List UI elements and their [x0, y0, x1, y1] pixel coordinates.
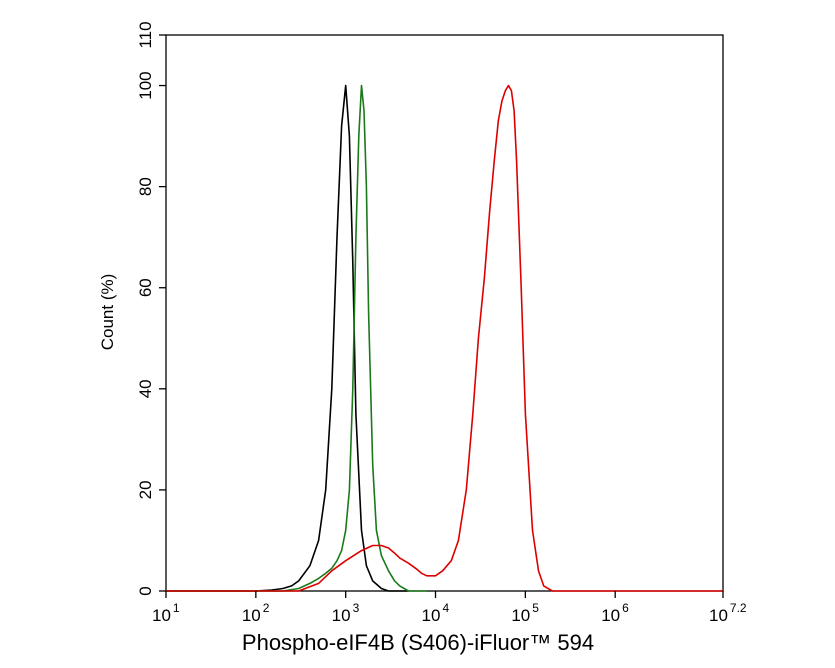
- x-tick-label: 10 2: [242, 601, 270, 625]
- x-tick-exponent: 5: [532, 601, 539, 615]
- x-tick-label: 10 6: [601, 601, 629, 625]
- x-tick-label: 10 5: [511, 601, 539, 625]
- series-line-2: [166, 84, 427, 592]
- y-tick-label: 20: [136, 480, 155, 499]
- series-line-1: [166, 84, 409, 592]
- y-tick-label: 60: [136, 278, 155, 297]
- x-tick-exponent: 1: [173, 601, 180, 615]
- x-tick-base: 10: [601, 606, 620, 625]
- y-tick-label: 110: [136, 21, 155, 48]
- x-tick-label: 10 3: [332, 601, 360, 625]
- x-tick-base: 10: [709, 606, 728, 625]
- x-axis: 10 1 10 2 10 3 10 4 10 5 10 6 10 7.2: [152, 591, 747, 625]
- series-line-3: [166, 84, 723, 592]
- y-axis: 0 20 40 60 80 100 110: [136, 21, 166, 596]
- x-tick-base: 10: [422, 606, 441, 625]
- x-tick-label: 10 7.2: [709, 601, 747, 625]
- x-tick-exponent: 4: [442, 601, 449, 615]
- y-axis-title: Count (%): [98, 274, 117, 351]
- x-tick-exponent: 3: [353, 601, 360, 615]
- x-tick-exponent: 6: [622, 601, 629, 615]
- plot-frame: [165, 34, 724, 592]
- y-tick-label: 100: [136, 71, 155, 99]
- x-tick-base: 10: [152, 606, 171, 625]
- y-tick-label: 40: [136, 379, 155, 398]
- x-tick-exponent: 7.2: [730, 601, 747, 615]
- x-tick-label: 10 1: [152, 601, 180, 625]
- x-axis-title: Phospho-eIF4B (S406)-iFluor™ 594: [242, 630, 594, 655]
- x-tick-base: 10: [511, 606, 530, 625]
- x-tick-base: 10: [242, 606, 261, 625]
- x-tick-exponent: 2: [263, 601, 270, 615]
- series-layer: [166, 84, 723, 592]
- x-tick-base: 10: [332, 606, 351, 625]
- x-tick-label: 10 4: [422, 601, 450, 625]
- y-tick-label: 80: [136, 177, 155, 196]
- y-tick-label: 0: [136, 586, 155, 595]
